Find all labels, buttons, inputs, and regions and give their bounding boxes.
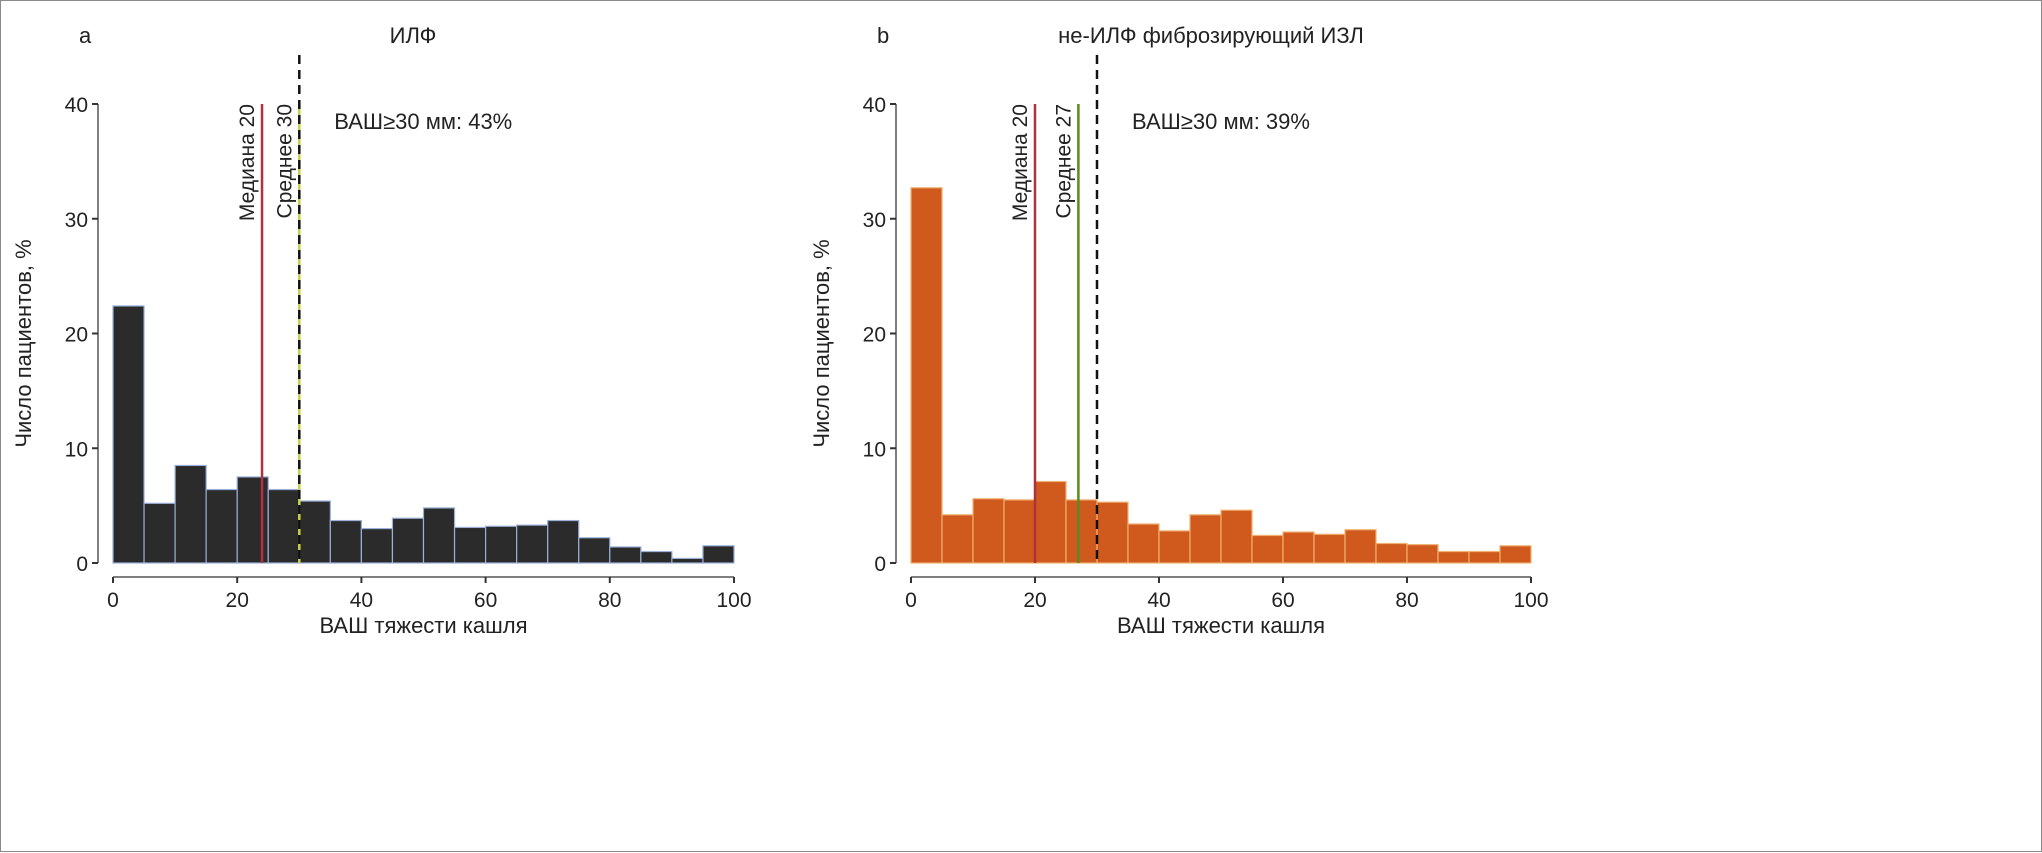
x-tick-label: 80 bbox=[1395, 589, 1418, 612]
x-tick-label: 20 bbox=[1023, 589, 1046, 612]
histogram-bar bbox=[1003, 499, 1036, 564]
y-tick-label: 20 bbox=[863, 324, 886, 347]
histogram-bar bbox=[1406, 544, 1439, 564]
histogram-bar bbox=[329, 519, 363, 564]
panel-letter: a bbox=[79, 23, 92, 48]
histogram-bar bbox=[1282, 531, 1315, 564]
y-axis-label: Число пациентов, % bbox=[809, 239, 834, 447]
x-tick-label: 0 bbox=[107, 589, 119, 612]
histogram-bar bbox=[1375, 542, 1408, 564]
histogram-bar bbox=[1499, 545, 1532, 564]
panel-a: a ИЛФ 0 10 20 30 40 0 20 40 60 80 100 ВАШ тяжести каш… bbox=[11, 23, 752, 638]
x-tick-label: 0 bbox=[905, 589, 917, 612]
histogram-bar bbox=[1313, 533, 1346, 564]
histogram-bar bbox=[1344, 529, 1377, 564]
x-axis-label: ВАШ тяжести кашля bbox=[1117, 613, 1325, 638]
histogram-bar bbox=[671, 557, 704, 564]
histogram-bar bbox=[205, 488, 238, 564]
histogram-bar bbox=[485, 525, 518, 564]
x-tick-label: 40 bbox=[350, 589, 373, 612]
histogram-bar bbox=[941, 514, 974, 564]
histogram-bar bbox=[1189, 514, 1222, 564]
y-tick-label: 10 bbox=[863, 438, 886, 461]
mean-label: Среднее 30 bbox=[273, 104, 296, 218]
x-tick-label: 100 bbox=[1513, 589, 1548, 612]
y-tick-label: 30 bbox=[65, 209, 88, 232]
histogram-bar bbox=[391, 517, 425, 564]
histogram-bar bbox=[422, 507, 456, 564]
histogram-bar bbox=[1251, 534, 1284, 564]
y-tick-label: 40 bbox=[65, 94, 88, 117]
histogram-bar bbox=[1065, 499, 1098, 564]
histogram-bar bbox=[1096, 501, 1129, 564]
histogram-bar bbox=[298, 500, 331, 564]
x-tick-label: 40 bbox=[1147, 589, 1170, 612]
histogram-bar bbox=[267, 488, 300, 564]
histogram-bar bbox=[640, 550, 673, 564]
y-tick-label: 0 bbox=[874, 553, 886, 576]
median-label: Медиана 20 bbox=[1009, 104, 1032, 221]
x-axis-label: ВАШ тяжести кашля bbox=[319, 613, 527, 638]
x-tick-label: 60 bbox=[474, 589, 497, 612]
histogram-bar bbox=[1158, 530, 1191, 564]
x-tick-label: 20 bbox=[226, 589, 249, 612]
histogram-bar bbox=[1437, 550, 1470, 564]
median-label: Медиана 20 bbox=[236, 104, 259, 221]
threshold-annotation: ВАШ≥30 мм: 43% bbox=[334, 109, 512, 134]
histogram-bar bbox=[578, 537, 611, 564]
histogram-bar bbox=[1220, 509, 1253, 564]
panel-b: b не-ИЛФ фиброзирующий ИЗЛ 0 10 20 30 40 0 20 40 6… bbox=[809, 23, 1549, 638]
chart-title: не-ИЛФ фиброзирующий ИЗЛ bbox=[1058, 23, 1364, 48]
histogram-bar bbox=[516, 524, 549, 564]
histogram-bar bbox=[112, 305, 145, 564]
histogram-bar bbox=[910, 187, 943, 564]
y-tick-label: 10 bbox=[65, 438, 88, 461]
histogram-bar bbox=[972, 498, 1005, 564]
mean-label: Среднее 27 bbox=[1052, 104, 1075, 218]
y-tick-label: 20 bbox=[65, 324, 88, 347]
x-tick-label: 60 bbox=[1271, 589, 1294, 612]
y-tick-label: 40 bbox=[863, 94, 886, 117]
histogram-bar bbox=[236, 476, 269, 564]
threshold-annotation: ВАШ≥30 мм: 39% bbox=[1132, 109, 1310, 134]
x-tick-label: 100 bbox=[716, 589, 751, 612]
y-tick-label: 30 bbox=[863, 209, 886, 232]
panel-letter: b bbox=[877, 23, 889, 48]
x-tick-label: 80 bbox=[598, 589, 621, 612]
histogram-bar bbox=[547, 519, 580, 564]
histogram-bar bbox=[174, 464, 207, 564]
histogram-bar bbox=[1127, 523, 1160, 564]
histogram-bar bbox=[1468, 550, 1501, 564]
histogram-bar bbox=[453, 526, 487, 564]
histogram-bar bbox=[143, 502, 176, 564]
histogram-bar bbox=[1034, 480, 1067, 564]
y-axis-label: Число пациентов, % bbox=[11, 239, 36, 447]
histogram-bar bbox=[702, 545, 735, 564]
histogram-bar bbox=[609, 546, 642, 564]
y-tick-label: 0 bbox=[76, 553, 88, 576]
histogram-bar bbox=[360, 527, 394, 564]
chart-title: ИЛФ bbox=[390, 23, 437, 48]
